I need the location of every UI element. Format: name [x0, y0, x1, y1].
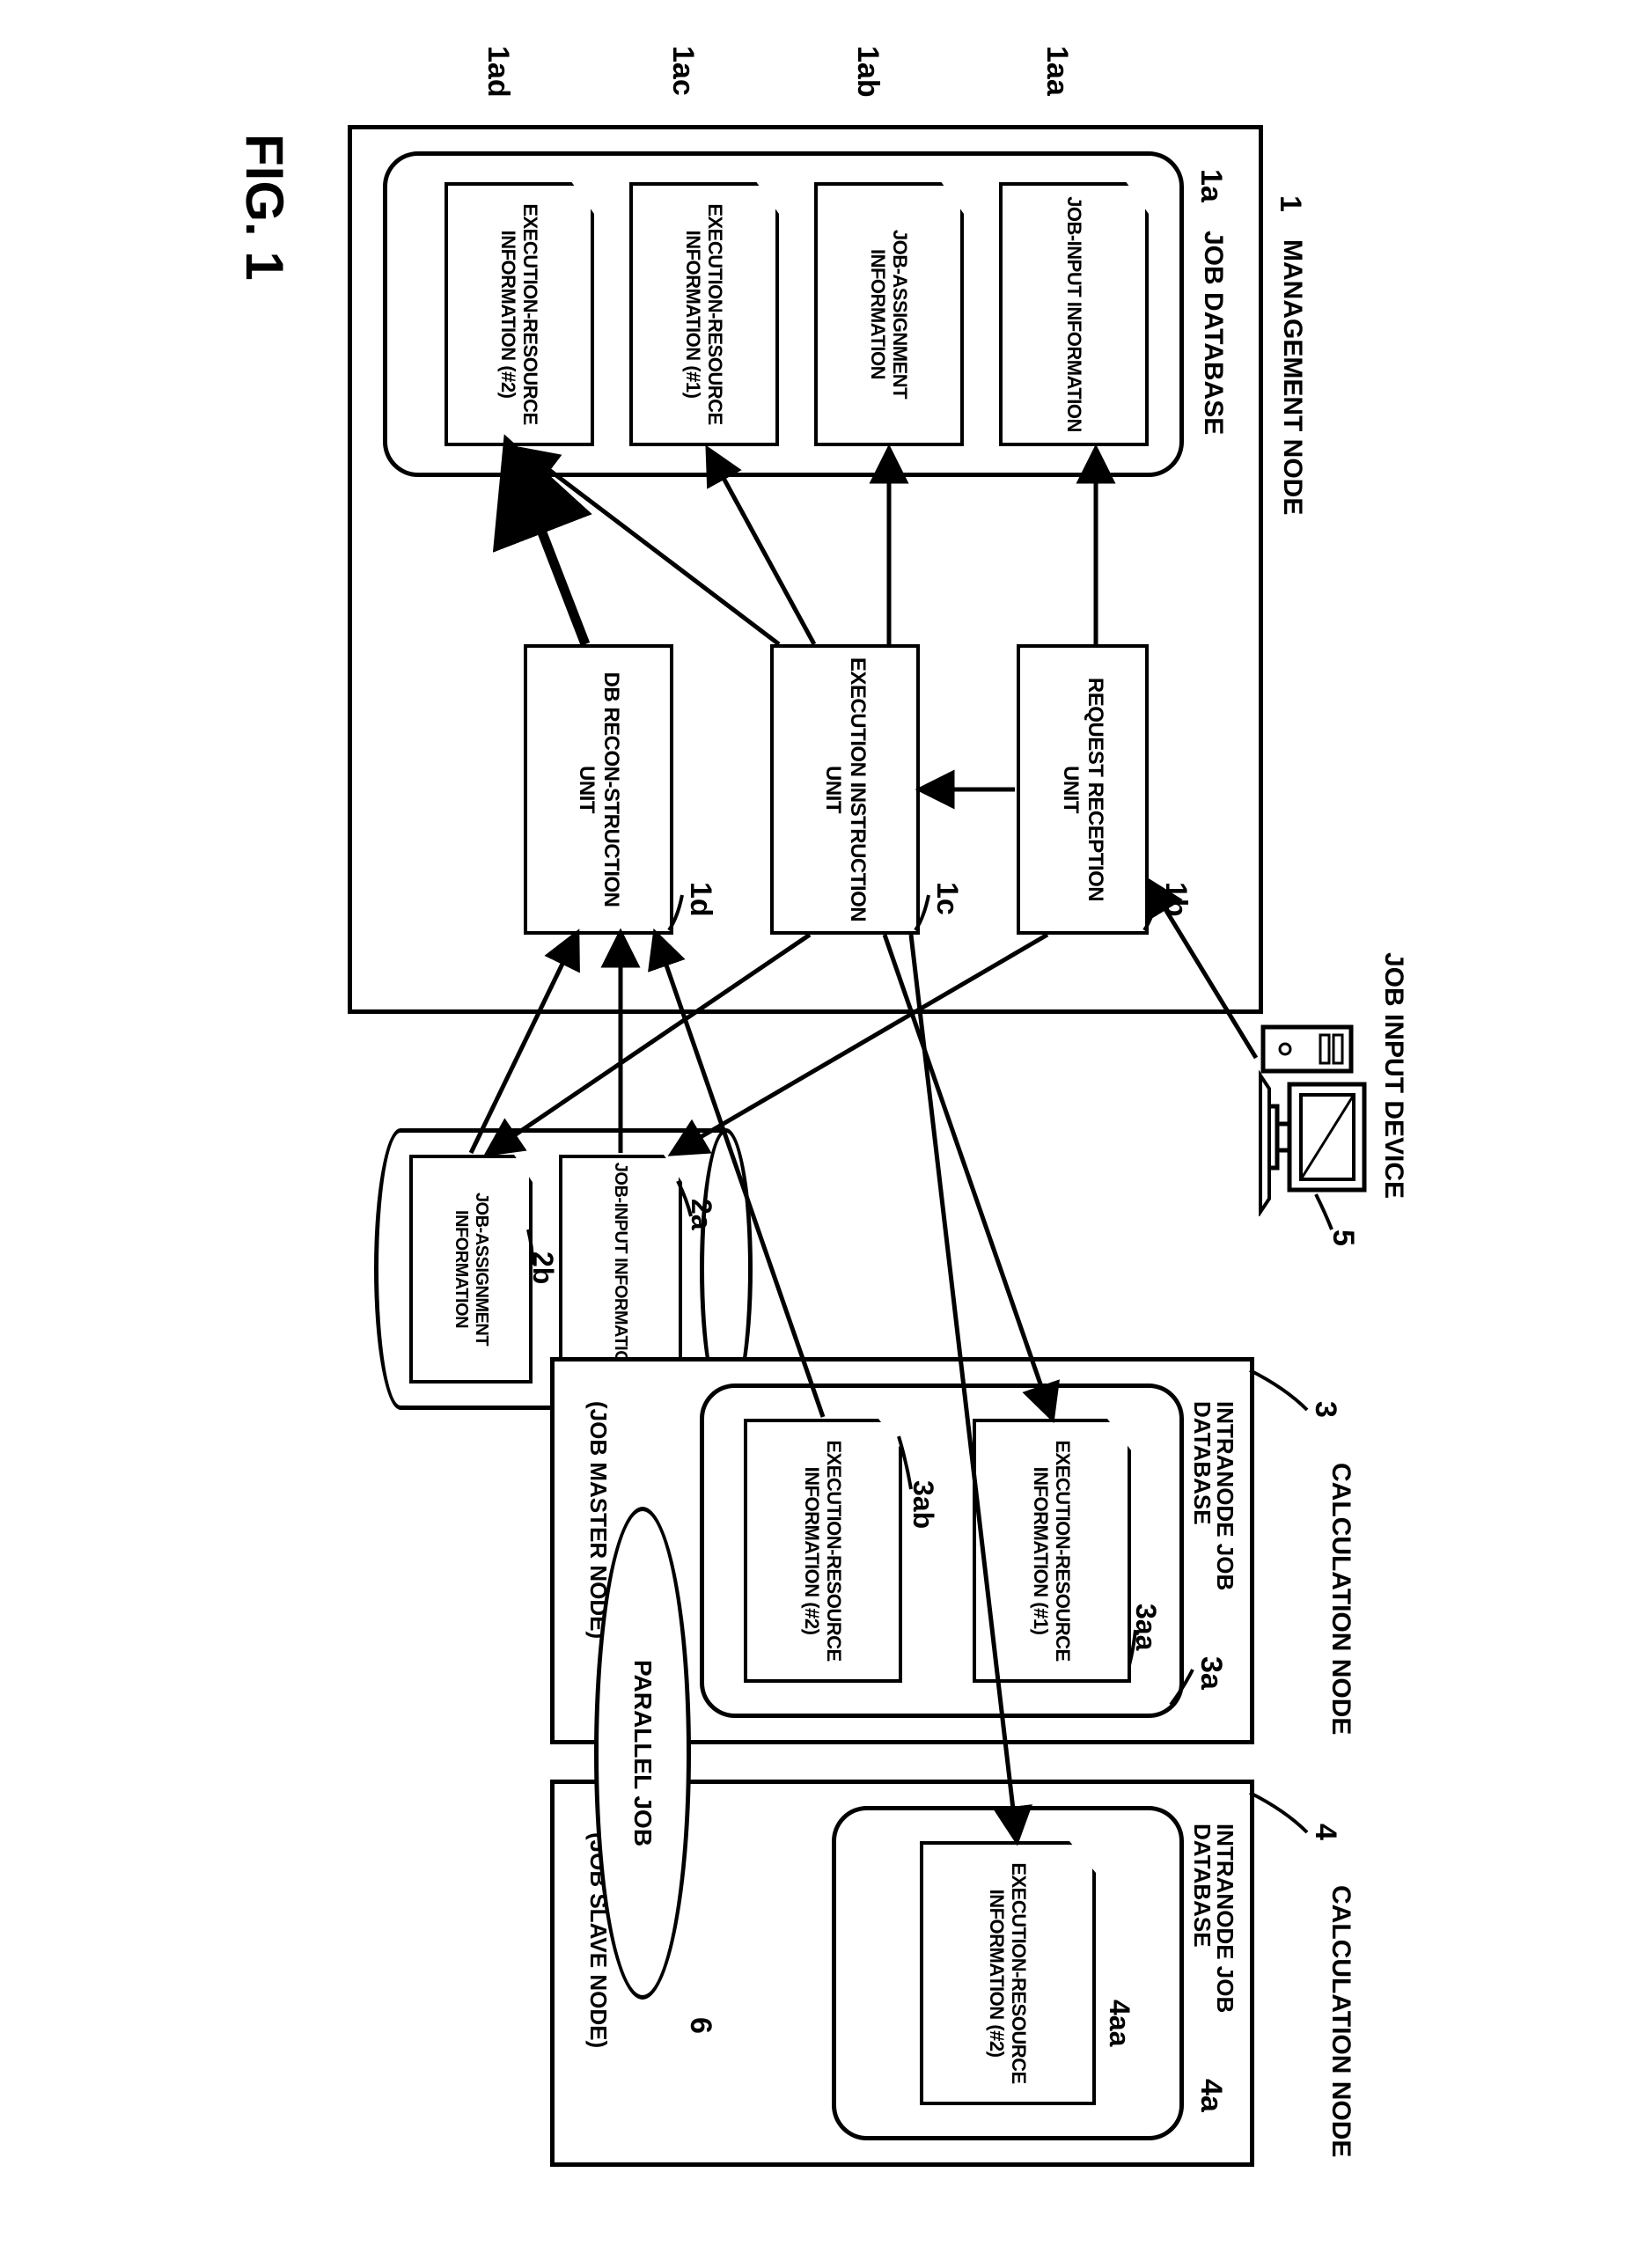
- tag-4a: 4a: [1194, 2079, 1228, 2112]
- tag-1ac: 1ac: [665, 46, 700, 96]
- figure-label: FIG. 1: [234, 134, 295, 281]
- info-1ab-text: JOB-ASSIGNMENT INFORMATION: [867, 189, 912, 439]
- info-3aa-text: EXECUTION-RESOURCE INFORMATION (#1): [1030, 1426, 1075, 1676]
- info-1aa-text: JOB-INPUT INFORMATION: [1062, 196, 1084, 432]
- job-database-title: JOB DATABASE: [1198, 231, 1228, 435]
- info-4aa: EXECUTION-RESOURCE INFORMATION (#2): [920, 1841, 1096, 2105]
- info-1ad-text: EXECUTION-RESOURCE INFORMATION (#2): [497, 189, 542, 439]
- info-3ab-text: EXECUTION-RESOURCE INFORMATION (#2): [801, 1426, 846, 1676]
- calc3-db-title: INTRANODE JOB DATABASE: [1191, 1401, 1237, 1639]
- unit-1c: EXECUTION INSTRUCTION UNIT: [770, 644, 920, 935]
- computer-icon: [1259, 1023, 1373, 1216]
- tag-1ad: 1ad: [481, 46, 515, 98]
- tag-2a: 2a: [685, 1199, 717, 1230]
- info-2a-text: JOB-INPUT INFORMATION: [611, 1163, 631, 1376]
- info-1aa: JOB-INPUT INFORMATION: [999, 182, 1149, 446]
- info-1ac-text: EXECUTION-RESOURCE INFORMATION (#1): [682, 189, 727, 439]
- tag-3a: 3a: [1194, 1656, 1228, 1690]
- calc4-db-title: INTRANODE JOB DATABASE: [1191, 1824, 1237, 2061]
- parallel-job-text: PARALLEL JOB: [628, 1660, 657, 1846]
- unit-1b: REQUEST RECEPTION UNIT: [1017, 644, 1149, 935]
- job-input-device-title: JOB INPUT DEVICE: [1378, 952, 1408, 1199]
- calc4-db-title-text: INTRANODE JOB DATABASE: [1189, 1824, 1238, 2013]
- calc4-number: 4: [1308, 1824, 1342, 1840]
- figure-1-diagram: 1 MANAGEMENT NODE 1a JOB DATABASE JOB-IN…: [0, 407, 1631, 1861]
- tag-1c: 1c: [929, 882, 964, 915]
- info-2b-text: JOB-ASSIGNMENT INFORMATION: [451, 1162, 491, 1376]
- management-node-title: MANAGEMENT NODE: [1277, 239, 1307, 515]
- job-database-tag: 1a: [1194, 169, 1228, 202]
- tag-4aa: 4aa: [1103, 2000, 1135, 2046]
- calc3-title: CALCULATION NODE: [1326, 1463, 1355, 1692]
- calc3-db-title-text: INTRANODE JOB DATABASE: [1189, 1401, 1238, 1590]
- info-1ad: EXECUTION-RESOURCE INFORMATION (#2): [444, 182, 594, 446]
- info-1ab: JOB-ASSIGNMENT INFORMATION: [814, 182, 964, 446]
- info-3ab: EXECUTION-RESOURCE INFORMATION (#2): [744, 1419, 902, 1683]
- tag-5: 5: [1326, 1229, 1360, 1246]
- unit-1c-text: EXECUTION INSTRUCTION UNIT: [820, 651, 869, 928]
- unit-1b-text: REQUEST RECEPTION UNIT: [1058, 651, 1106, 928]
- info-1ac: EXECUTION-RESOURCE INFORMATION (#1): [629, 182, 779, 446]
- tag-1aa: 1aa: [1040, 46, 1074, 96]
- tag-3aa: 3aa: [1129, 1604, 1162, 1650]
- calc4-title: CALCULATION NODE: [1326, 1885, 1355, 2114]
- management-node-number: 1: [1273, 195, 1307, 212]
- info-2a: JOB-INPUT INFORMATION: [559, 1155, 682, 1384]
- unit-1d: DB RECON-STRUCTION UNIT: [524, 644, 673, 935]
- tag-6: 6: [683, 2017, 717, 2034]
- info-4aa-text: EXECUTION-RESOURCE INFORMATION (#2): [986, 1848, 1031, 2098]
- parallel-job-ellipse: PARALLEL JOB: [594, 1507, 691, 2000]
- tag-2b: 2b: [526, 1251, 559, 1284]
- tag-1ab: 1ab: [850, 46, 885, 98]
- tag-1b: 1b: [1158, 882, 1193, 917]
- info-2b: JOB-ASSIGNMENT INFORMATION: [409, 1155, 533, 1384]
- calc3-number: 3: [1308, 1401, 1342, 1418]
- tag-3ab: 3ab: [907, 1480, 939, 1529]
- unit-1d-text: DB RECON-STRUCTION UNIT: [574, 651, 622, 928]
- info-3aa: EXECUTION-RESOURCE INFORMATION (#1): [973, 1419, 1131, 1683]
- tag-1d: 1d: [683, 882, 717, 917]
